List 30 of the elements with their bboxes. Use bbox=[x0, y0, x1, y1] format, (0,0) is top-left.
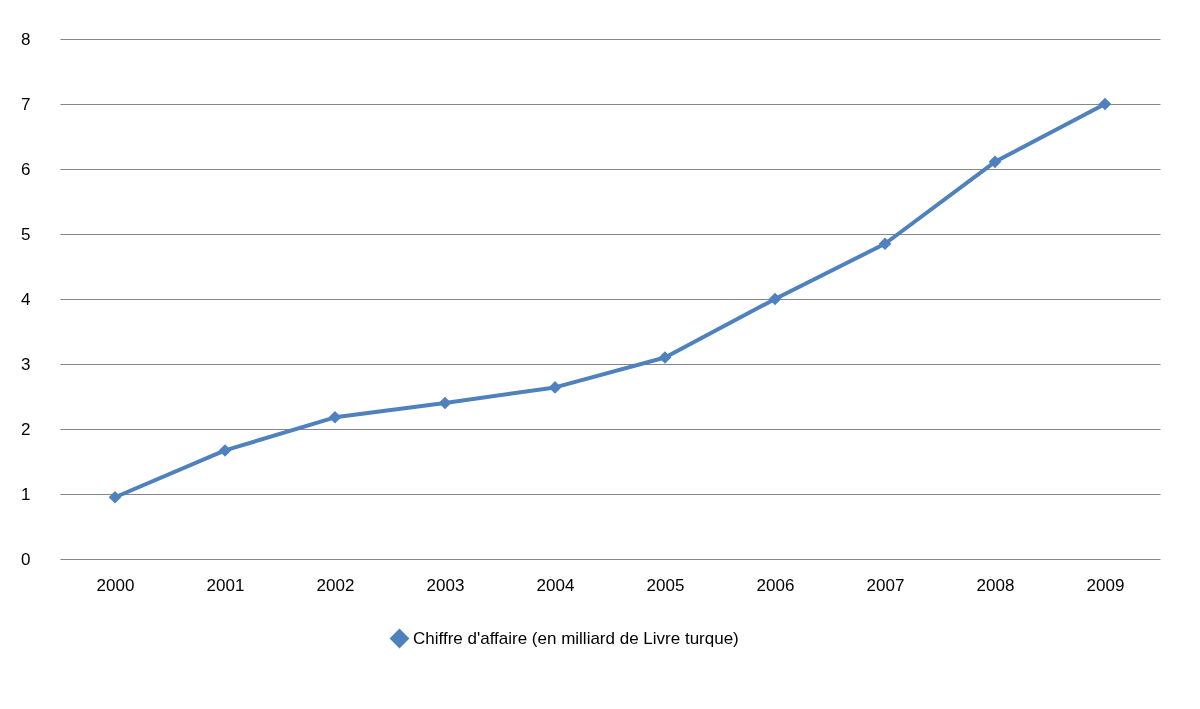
y-tick-label: 3 bbox=[21, 354, 31, 374]
point bbox=[218, 444, 232, 457]
x-tick-label: 2002 bbox=[316, 575, 355, 595]
x-tick-label: 2003 bbox=[426, 575, 465, 595]
point bbox=[328, 410, 342, 424]
y-tick-label: 6 bbox=[21, 159, 31, 179]
x-tick-label: 2004 bbox=[536, 575, 575, 595]
y-tick-label: 1 bbox=[21, 484, 31, 504]
x-tick-label: 2007 bbox=[866, 575, 905, 595]
x-tick-label: 2001 bbox=[206, 575, 245, 595]
y-tick-label: 5 bbox=[21, 224, 31, 244]
x-tick-label: 2008 bbox=[976, 575, 1015, 595]
y-tick-label: 8 bbox=[21, 29, 31, 49]
point bbox=[768, 292, 782, 306]
x-tick-label: 2009 bbox=[1086, 575, 1125, 595]
point bbox=[438, 396, 452, 410]
x-tick-label: 2000 bbox=[96, 575, 135, 595]
legend-label: Chiffre d'affaire (en milliard de Livre turque) bbox=[413, 628, 739, 648]
point bbox=[878, 237, 892, 251]
y-tick-label: 7 bbox=[21, 94, 31, 114]
point bbox=[108, 490, 122, 504]
y-tick-label: 0 bbox=[21, 549, 31, 569]
y-tick-label: 4 bbox=[21, 289, 31, 309]
point bbox=[658, 351, 672, 364]
point bbox=[1098, 97, 1112, 111]
x-tick-label: 2005 bbox=[646, 575, 685, 595]
x-tick-label: 2006 bbox=[756, 575, 795, 595]
point bbox=[988, 155, 1002, 169]
y-tick-label: 2 bbox=[21, 419, 31, 439]
point bbox=[548, 381, 562, 394]
